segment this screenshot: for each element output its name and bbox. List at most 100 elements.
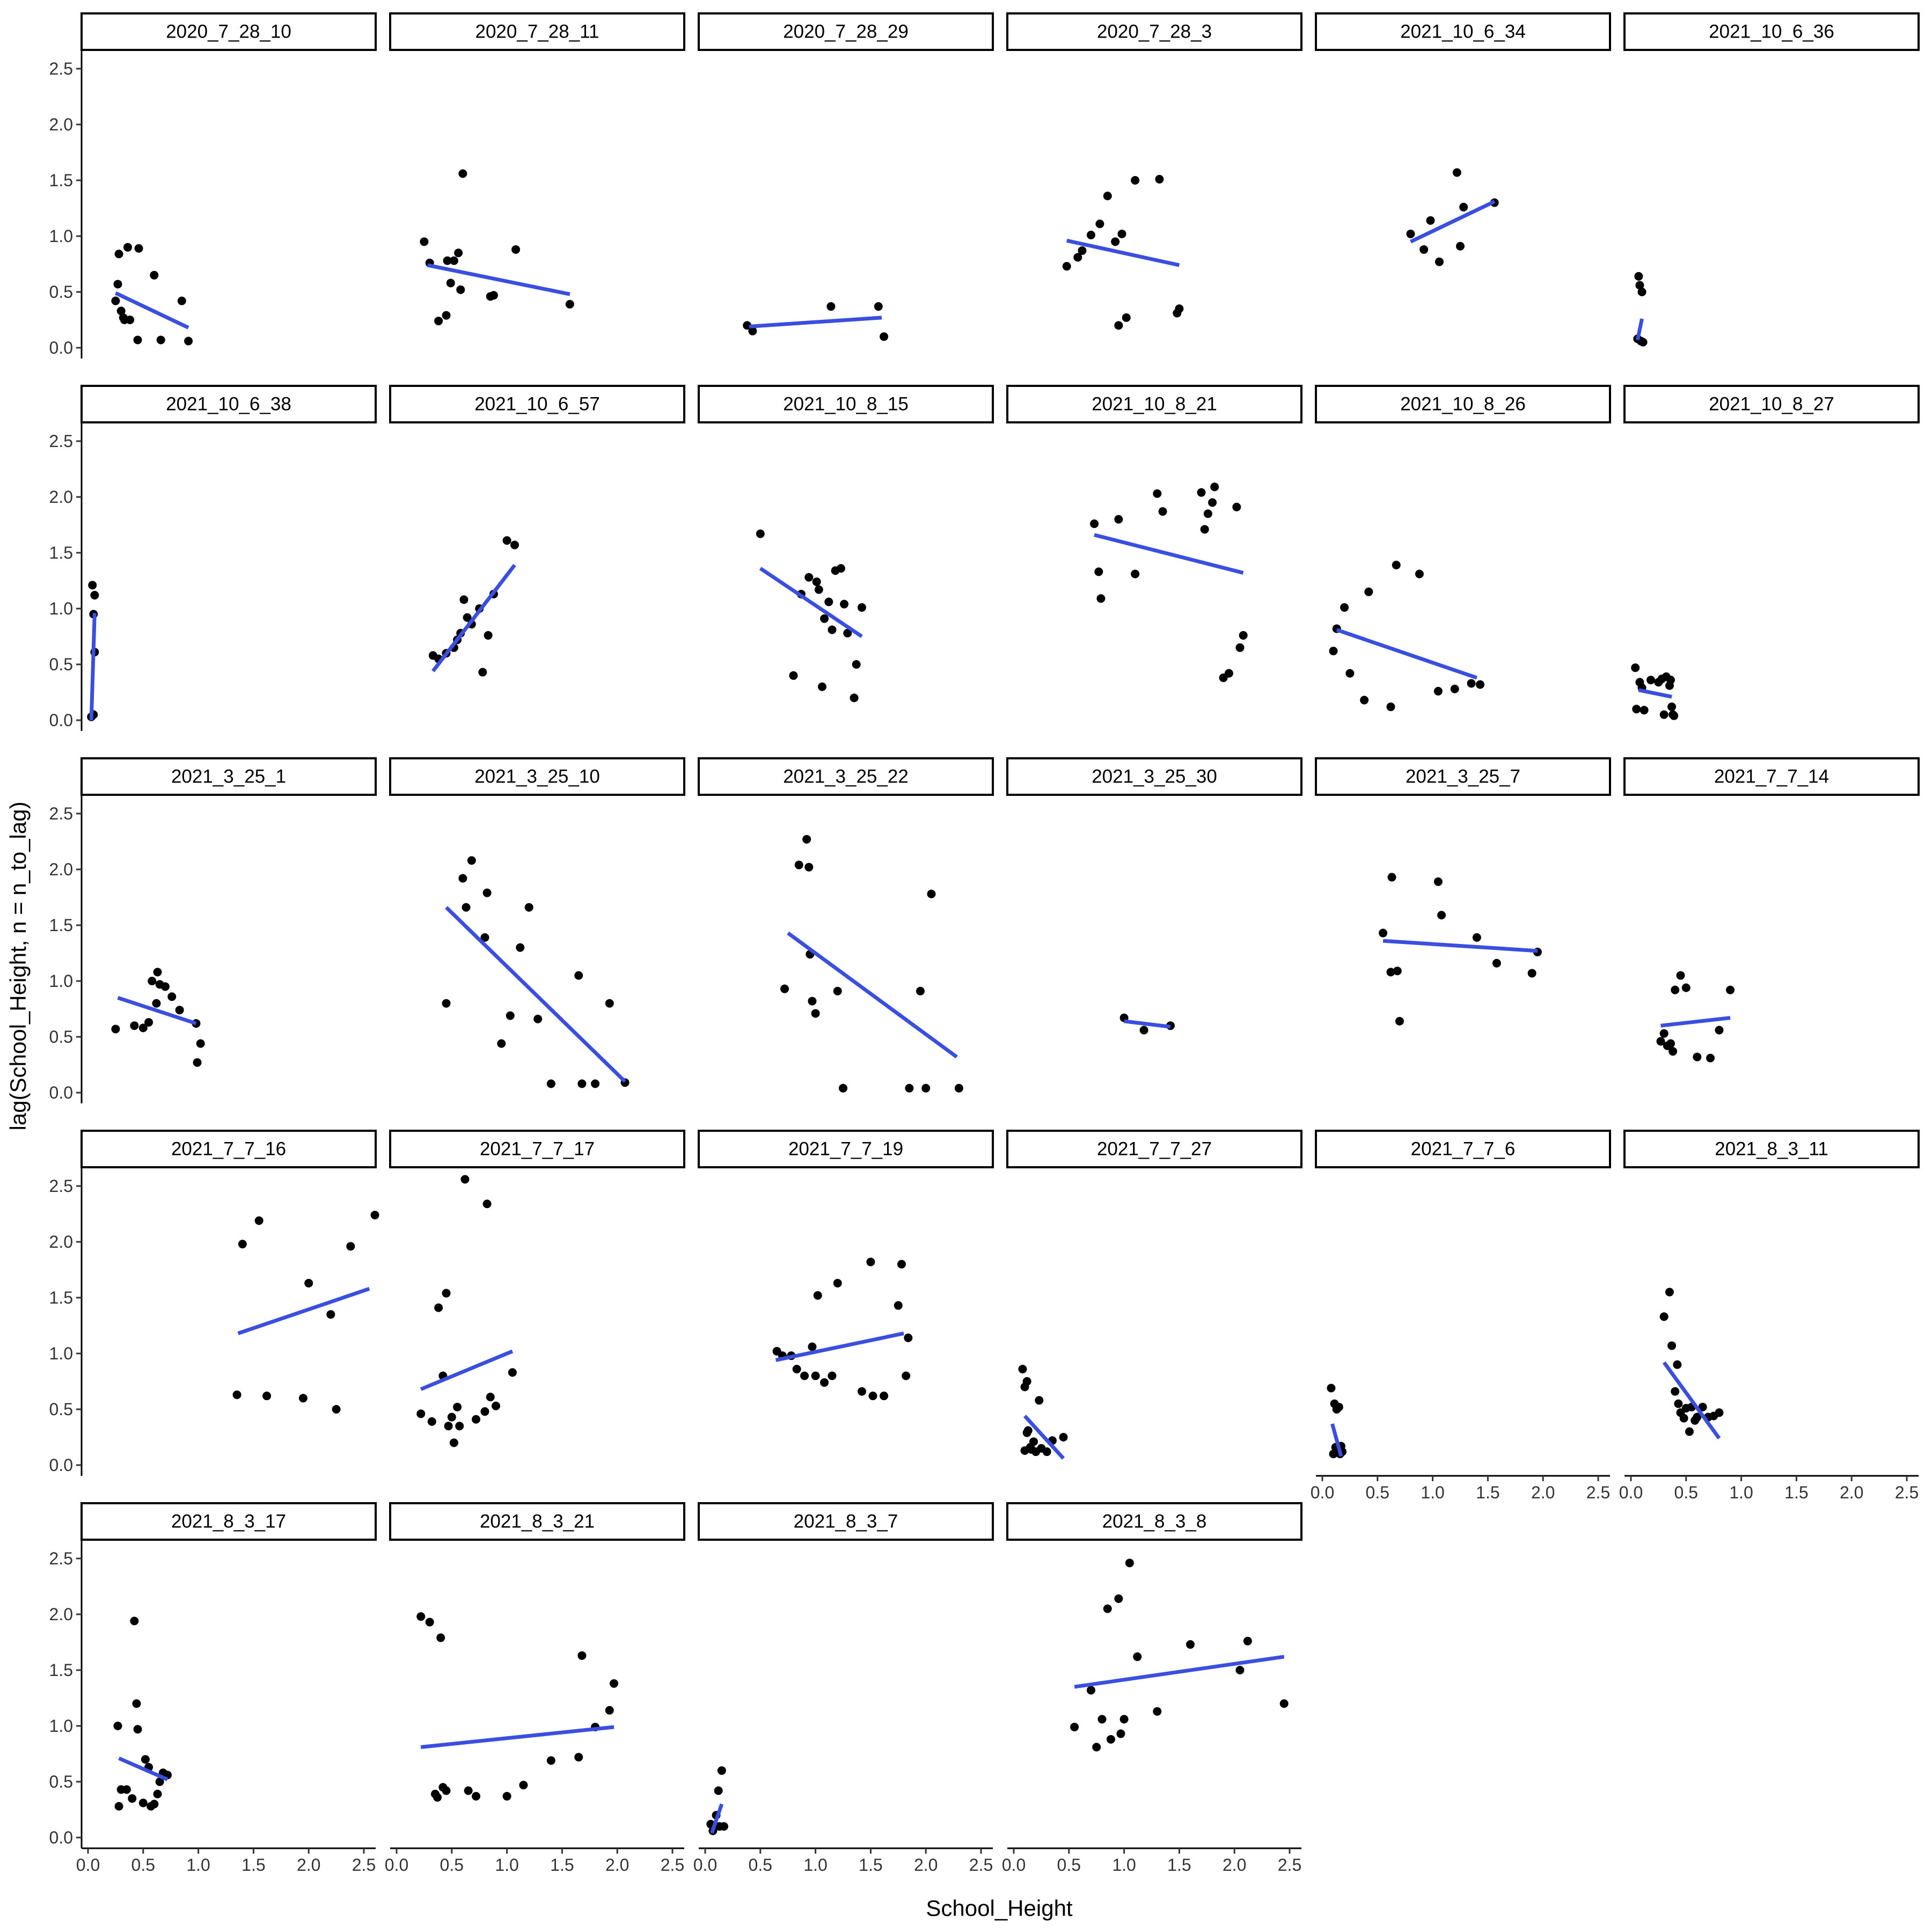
data-point: [1673, 1360, 1682, 1369]
data-point: [453, 1402, 462, 1411]
data-point: [591, 1079, 600, 1088]
data-point: [1360, 696, 1369, 705]
facet-panel: 2021_10_6_38 0.0 0.5 1.0 1.5 2.0 2.5: [49, 385, 377, 731]
facet-panel: 2020_7_28_11: [389, 12, 685, 326]
data-point: [1640, 706, 1649, 715]
y-tick-label: 0.0: [49, 1083, 73, 1102]
x-tick-label: 2.5: [661, 1855, 684, 1875]
regression-line: [117, 996, 197, 1026]
data-point: [486, 1393, 495, 1402]
data-point: [1666, 1039, 1675, 1048]
data-point: [954, 1084, 963, 1093]
data-point: [1097, 1715, 1107, 1724]
data-point: [1116, 1729, 1125, 1738]
data-point: [1379, 928, 1388, 938]
facet-strip: [1623, 757, 1920, 796]
data-point: [1131, 569, 1140, 579]
y-tick-label: 0.5: [49, 1400, 73, 1419]
x-tick-label: 1.0: [495, 1855, 518, 1875]
y-tick-label: 0.5: [49, 282, 73, 302]
x-tick-label: 0.0: [693, 1855, 717, 1875]
data-point: [840, 599, 849, 609]
facet-strip-label: 2020_7_28_10: [166, 21, 291, 42]
data-point: [868, 1392, 877, 1401]
facet-strip: [1006, 12, 1302, 51]
data-point: [175, 1006, 184, 1015]
data-point: [524, 903, 533, 912]
data-point: [897, 1260, 906, 1269]
facet-strip-label: 2021_10_8_27: [1709, 394, 1834, 415]
x-tick-label: 0.5: [749, 1855, 772, 1875]
data-point: [780, 984, 789, 993]
regression-line: [1409, 200, 1496, 244]
data-point: [1671, 985, 1680, 994]
facet-strip-label: 2021_10_6_34: [1400, 21, 1526, 42]
data-point: [1667, 702, 1677, 712]
data-point: [605, 999, 614, 1008]
y-tick-label: 2.0: [49, 860, 73, 879]
data-point: [1042, 1447, 1051, 1457]
x-tick-label: 0.5: [1057, 1855, 1081, 1875]
data-point: [1117, 229, 1126, 238]
x-tick-label: 2.0: [1223, 1855, 1246, 1875]
regression-line: [710, 1803, 724, 1834]
data-point: [114, 1802, 123, 1811]
data-point: [1340, 603, 1349, 612]
data-point: [489, 291, 498, 300]
regression-line: [1662, 1361, 1721, 1440]
data-point: [828, 625, 837, 634]
data-point: [1632, 705, 1641, 714]
regression-line: [445, 906, 627, 1083]
data-point: [133, 1725, 142, 1734]
x-tick-label: 1.0: [1421, 1483, 1444, 1502]
data-point: [894, 1301, 903, 1310]
facet-panel: 2021_3_25_10: [389, 757, 685, 1088]
facet-strip: [1315, 385, 1611, 423]
x-tick-label: 0.5: [1674, 1483, 1698, 1502]
data-point: [811, 1009, 820, 1018]
data-point: [857, 603, 866, 612]
data-point: [1456, 241, 1465, 251]
data-point: [857, 1387, 866, 1396]
facet-strip: [698, 385, 994, 423]
data-point: [804, 573, 814, 582]
data-point: [1698, 1402, 1707, 1411]
data-point: [1670, 711, 1679, 720]
facet-strip: [389, 12, 685, 51]
facet-strip: [1006, 757, 1302, 796]
regression-line: [787, 931, 958, 1059]
data-point: [904, 1333, 913, 1342]
facet-strip-label: 2021_7_7_14: [1714, 766, 1829, 787]
data-point: [1706, 1053, 1715, 1063]
facet-panel: 2021_3_25_1 0.0 0.5 1.0 1.5 2.0 2.5: [49, 757, 377, 1103]
data-point: [1029, 1437, 1038, 1446]
y-tick-label: 1.0: [49, 599, 73, 618]
facet-strip-label: 2021_10_8_15: [783, 394, 909, 415]
data-point: [449, 1438, 458, 1447]
y-tick-label: 0.5: [49, 1027, 73, 1046]
data-point: [1224, 669, 1233, 678]
data-point: [434, 317, 443, 326]
data-point: [480, 1407, 489, 1416]
regression-line: [749, 316, 882, 328]
data-point: [1646, 676, 1656, 685]
data-point: [238, 1240, 247, 1249]
regression-line: [1066, 238, 1180, 267]
facet-strip: [1315, 1130, 1611, 1168]
data-point: [1092, 1743, 1101, 1752]
data-point: [1153, 1707, 1162, 1716]
regression-line: [1638, 688, 1672, 699]
facet-strip-label: 2021_10_8_21: [1092, 394, 1217, 415]
data-point: [1327, 1384, 1336, 1393]
data-point: [467, 856, 476, 865]
data-point: [460, 1175, 470, 1184]
data-point: [113, 1722, 122, 1730]
data-point: [116, 306, 126, 316]
data-point: [1668, 1047, 1678, 1056]
data-point: [155, 1777, 164, 1786]
facet-panel: 2021_7_7_27: [1006, 1130, 1302, 1460]
x-tick-label: 0.0: [1619, 1483, 1643, 1502]
y-tick-label: 2.5: [49, 1176, 73, 1196]
regression-line: [1074, 1655, 1285, 1689]
y-tick-label: 1.5: [49, 1660, 73, 1680]
